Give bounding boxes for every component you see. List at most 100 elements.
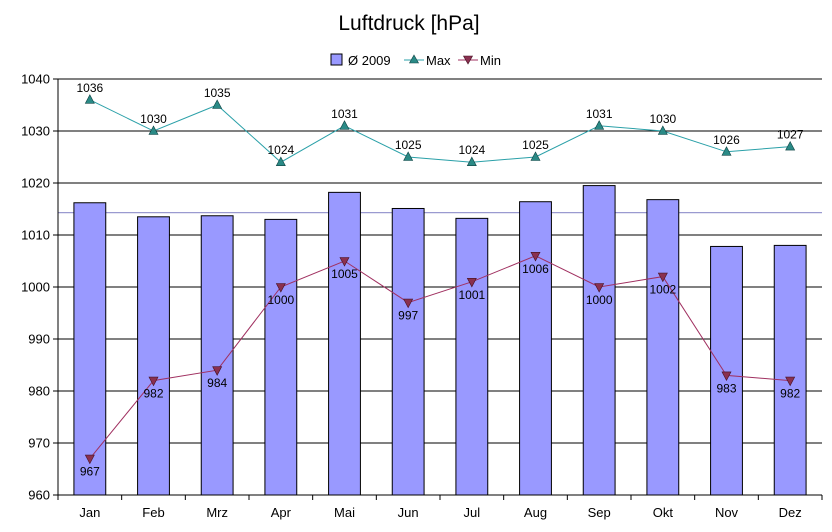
y-tick-label: 990	[28, 332, 50, 347]
min-marker	[84, 454, 95, 465]
min-data-label: 1002	[649, 283, 676, 297]
min-marker	[148, 376, 159, 387]
axes	[53, 78, 823, 500]
max-marker	[530, 151, 541, 161]
max-data-label: 1025	[522, 138, 549, 152]
bar	[519, 201, 552, 496]
max-marker	[657, 125, 668, 135]
max-marker	[148, 125, 159, 135]
min-data-label: 1006	[522, 262, 549, 276]
max-marker	[275, 156, 286, 166]
y-tick-label: 1030	[21, 124, 50, 139]
max-data-label: 1024	[458, 143, 485, 157]
min-marker	[339, 257, 350, 267]
bar	[646, 199, 680, 496]
min-data-label: 1000	[586, 293, 613, 307]
min-marker	[275, 283, 286, 293]
bar	[137, 216, 170, 496]
legend-label-min: Min	[480, 53, 501, 68]
bar	[391, 207, 425, 496]
x-tick-label: Mai	[334, 505, 355, 520]
bar	[773, 244, 807, 496]
max-data-label: 1027	[777, 128, 804, 142]
y-tick-label: 1020	[21, 176, 50, 191]
min-data-label: 1005	[331, 267, 358, 281]
min-data-label: 984	[207, 376, 227, 390]
y-tick-label: 970	[28, 436, 50, 451]
min-line	[89, 255, 791, 459]
max-data-label: 1026	[713, 133, 740, 147]
min-data-label: 983	[716, 381, 736, 395]
x-tick-label: Nov	[715, 505, 739, 520]
y-tick-label: 1010	[21, 228, 50, 243]
y-tick-label: 960	[28, 488, 50, 503]
max-marker	[212, 99, 223, 109]
bar	[582, 185, 616, 496]
max-data-label: 1030	[649, 112, 676, 126]
y-tick-label: 980	[28, 384, 50, 399]
legend-label-avg: Ø 2009	[348, 53, 391, 68]
bar	[328, 191, 361, 496]
y-axis-tick-labels: 960 970 980 990 1000 1010 1020 1030 1040	[21, 72, 50, 503]
min-data-label: 1000	[267, 293, 294, 307]
min-data-label: 982	[143, 387, 163, 401]
x-tick-label: Dez	[779, 505, 802, 520]
min-data-label: 982	[780, 387, 800, 401]
chart-title: Luftdruck [hPa]	[338, 12, 479, 35]
max-marker	[84, 94, 95, 104]
min-series	[84, 252, 796, 465]
data-labels: 1036 1030 1035 1024 1031 1025 1024 1025 1031 1030…	[76, 81, 803, 479]
x-tick-label: Mrz	[206, 505, 228, 520]
max-data-label: 1031	[586, 107, 613, 121]
max-marker	[721, 146, 732, 156]
x-tick-label: Aug	[524, 505, 547, 520]
bar	[710, 245, 743, 496]
legend-swatch-avg	[330, 53, 343, 66]
max-data-label: 1030	[140, 112, 167, 126]
max-data-label: 1035	[204, 86, 231, 100]
min-data-label: 1001	[458, 288, 485, 302]
x-axis-tick-labels: Jan Feb Mrz Apr Mai Jun Jul Aug Sep Okt Nov Dez	[79, 505, 801, 520]
bar	[200, 215, 234, 496]
max-line	[89, 99, 791, 163]
x-tick-label: Apr	[271, 505, 292, 520]
max-data-label: 1031	[331, 107, 358, 121]
max-series	[84, 94, 796, 166]
x-tick-label: Sep	[588, 505, 611, 520]
max-marker	[466, 156, 477, 166]
min-marker	[212, 366, 223, 376]
bar	[73, 202, 107, 496]
bar	[455, 217, 489, 496]
max-marker	[785, 140, 796, 151]
max-marker	[403, 151, 414, 161]
max-data-label: 1024	[267, 143, 294, 157]
gridlines	[58, 78, 822, 444]
legend-marker-min	[462, 55, 474, 65]
legend-marker-max	[408, 54, 420, 64]
min-marker	[403, 298, 414, 309]
bar	[264, 218, 298, 496]
x-tick-label: Jan	[79, 505, 100, 520]
y-tick-label: 1000	[21, 280, 50, 295]
min-data-label: 967	[80, 465, 100, 479]
y-tick-label: 1040	[21, 72, 50, 87]
legend: Ø 2009 Max Min	[330, 53, 501, 68]
max-data-label: 1025	[395, 138, 422, 152]
min-marker	[721, 371, 732, 382]
bar-series	[73, 185, 807, 496]
min-marker	[594, 283, 605, 293]
max-marker	[339, 120, 350, 130]
x-tick-label: Okt	[653, 505, 674, 520]
min-marker	[530, 252, 541, 262]
x-tick-label: Jun	[398, 505, 419, 520]
max-marker	[594, 120, 605, 130]
max-data-label: 1036	[76, 81, 103, 95]
min-marker	[657, 272, 668, 283]
min-marker	[466, 278, 477, 288]
legend-label-max: Max	[426, 53, 451, 68]
min-marker	[785, 376, 796, 387]
x-tick-label: Jul	[464, 505, 481, 520]
x-tick-label: Feb	[142, 505, 164, 520]
min-data-label: 997	[398, 309, 418, 323]
